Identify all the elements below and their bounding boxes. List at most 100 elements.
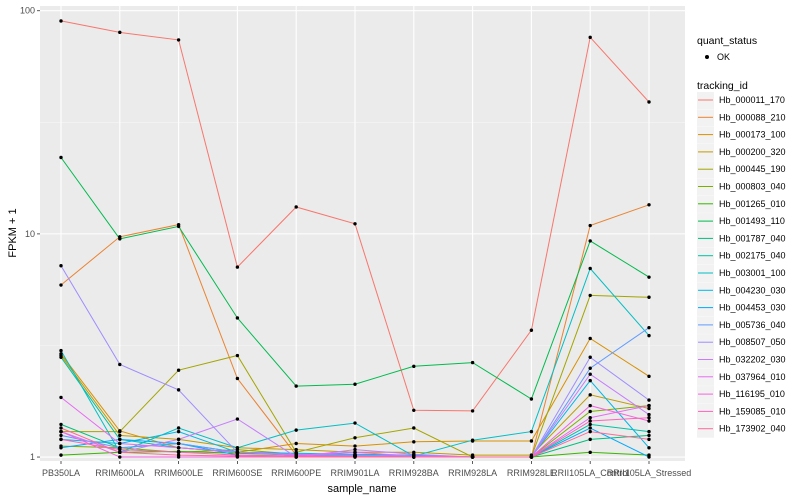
data-point	[235, 353, 240, 358]
data-point	[59, 348, 63, 353]
data-point	[470, 438, 475, 442]
y-tick-label: 1	[30, 452, 35, 462]
data-point	[353, 421, 357, 425]
data-point	[294, 428, 298, 432]
legend-quant-dot	[705, 55, 709, 59]
legend-item-label: Hb_032202_030	[719, 355, 786, 365]
data-point	[353, 450, 357, 455]
legend-item-label: Hb_004453_030	[719, 303, 786, 313]
legend-item-label: Hb_000445_190	[719, 164, 786, 174]
x-axis-title: sample_name	[327, 483, 396, 495]
data-point	[529, 455, 534, 459]
data-point	[235, 450, 240, 455]
data-point	[59, 453, 63, 457]
legend: quant_status OK tracking_id Hb_000011_17…	[697, 35, 786, 438]
x-tick-label: RRIM928BA	[389, 468, 439, 478]
data-point	[588, 378, 592, 383]
data-point	[647, 333, 651, 338]
data-point	[588, 336, 592, 341]
data-point	[647, 429, 651, 434]
data-point	[59, 264, 63, 268]
data-point	[235, 376, 240, 381]
legend-item-label: Hb_159085_010	[719, 406, 786, 416]
data-point	[353, 382, 357, 386]
data-point	[588, 422, 592, 427]
data-point	[588, 366, 592, 370]
data-point	[647, 446, 651, 450]
data-point	[118, 447, 122, 452]
data-point	[647, 100, 651, 104]
data-point	[176, 446, 181, 450]
series-points	[59, 19, 651, 459]
data-point	[294, 205, 298, 209]
data-point	[118, 429, 122, 434]
data-point	[353, 436, 357, 440]
data-point	[647, 403, 651, 408]
data-point	[59, 283, 63, 287]
data-point	[588, 419, 592, 423]
data-point	[59, 355, 63, 359]
x-tick-label: PB350LA	[42, 468, 80, 478]
x-tick-label: RRIM600PE	[271, 468, 321, 478]
data-point	[59, 426, 63, 430]
data-point	[470, 455, 475, 459]
data-point	[588, 426, 592, 430]
data-point	[118, 441, 122, 446]
legend-item-label: Hb_037964_010	[719, 372, 786, 382]
data-point	[176, 368, 181, 372]
data-point	[529, 397, 534, 401]
data-point	[59, 19, 63, 23]
data-point	[412, 455, 416, 459]
data-point	[353, 447, 357, 452]
legend-item-label: Hb_001787_040	[719, 233, 786, 243]
x-tick-label: RRIM901LA	[330, 468, 379, 478]
data-point	[59, 437, 63, 442]
x-tick-label: RRIM928LE	[507, 468, 556, 478]
minor-gridlines	[40, 122, 685, 346]
data-point	[118, 237, 122, 241]
data-point	[588, 403, 592, 408]
data-point	[647, 455, 651, 459]
legend-item-label: Hb_000011_170	[719, 95, 785, 105]
data-point	[294, 455, 298, 459]
data-point	[470, 409, 475, 413]
legend-item-label: Hb_003001_100	[719, 268, 786, 278]
data-point	[176, 426, 181, 430]
data-point	[529, 429, 534, 434]
legend-item-label: Hb_000088_210	[719, 112, 786, 122]
y-tick-label: 100	[20, 6, 35, 16]
x-tick-label: RRIM600LE	[154, 468, 203, 478]
data-point	[588, 437, 592, 442]
data-point	[588, 266, 592, 271]
data-point	[647, 437, 651, 442]
data-point	[353, 444, 357, 448]
data-point	[412, 426, 416, 430]
data-point	[118, 450, 122, 455]
data-point	[588, 393, 592, 397]
data-point	[588, 293, 592, 298]
data-point	[647, 203, 651, 207]
data-point	[176, 441, 181, 446]
data-point	[588, 355, 592, 359]
data-point	[118, 437, 122, 442]
data-point	[412, 408, 416, 412]
data-point	[588, 429, 592, 434]
x-tick-label: RRIM600LA	[95, 468, 144, 478]
legend-item-label: Hb_001493_110	[719, 216, 785, 226]
legend-item-label: Hb_005736_040	[719, 320, 786, 330]
data-point	[176, 224, 181, 229]
data-point	[412, 364, 416, 369]
data-point	[235, 265, 240, 269]
data-point	[118, 455, 122, 459]
data-point	[294, 447, 298, 452]
data-point	[588, 409, 592, 414]
legend-item-label: Hb_173902_040	[719, 424, 786, 434]
data-point	[647, 398, 651, 402]
data-point	[59, 422, 63, 427]
x-tick-label: RRII105LA_Stressed	[607, 468, 692, 478]
data-point	[588, 239, 592, 243]
legend-item-label: Hb_116195_010	[719, 389, 785, 399]
data-point	[353, 222, 357, 226]
data-point	[647, 275, 651, 279]
data-point	[529, 328, 534, 332]
